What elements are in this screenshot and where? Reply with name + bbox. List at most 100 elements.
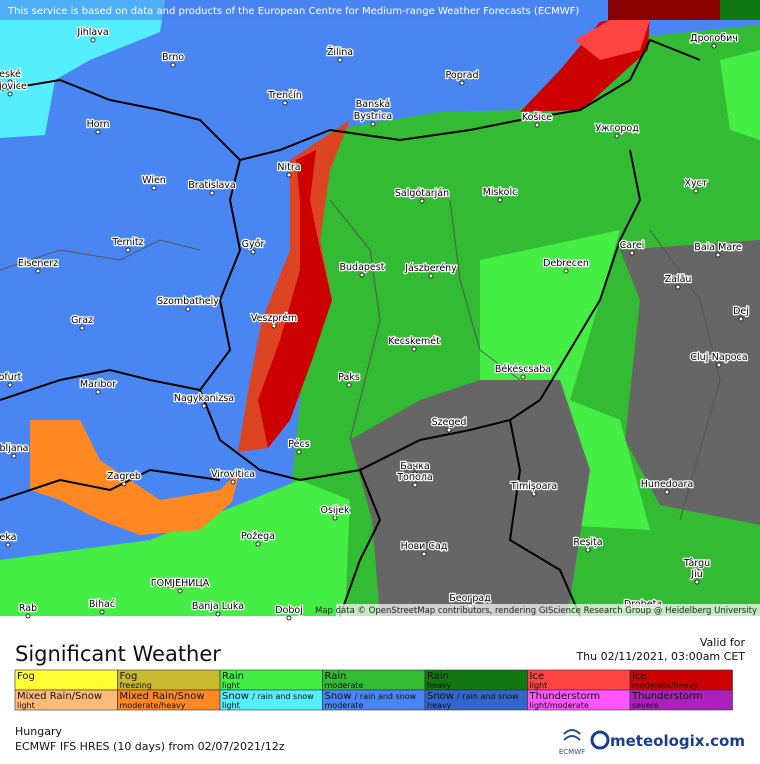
city-dot [7, 79, 13, 85]
legend-sublabel: moderate [325, 701, 364, 710]
city-dot [99, 609, 105, 615]
city-dot [428, 273, 434, 279]
brand[interactable]: meteologix.com [610, 732, 745, 750]
legend-sublabel: heavy [427, 701, 452, 710]
city-dot [715, 252, 721, 258]
valid-label: Valid for [700, 636, 746, 649]
city-label: Osijek [320, 505, 350, 516]
legend-label: Rain [325, 671, 347, 682]
city-label: Târgu [683, 558, 710, 569]
legend-sublabel: light [530, 681, 548, 690]
valid-time: Thu 02/11/2021, 03:00am CET [575, 650, 745, 663]
city-label: Топола [396, 472, 433, 483]
legend-sublabel: light [222, 701, 240, 710]
city-label: Jihlava [76, 27, 108, 38]
city-dot [711, 43, 717, 49]
city-dot [520, 374, 526, 380]
city-label: Hunedoara [641, 479, 693, 490]
city-label: Zagreb [107, 471, 141, 482]
city-dot [209, 190, 215, 196]
city-dot [250, 249, 256, 255]
city-dot [185, 306, 191, 312]
city-dot [337, 57, 343, 63]
city-label: ějovice [0, 81, 27, 92]
city-dot [121, 481, 127, 487]
city-label: ГОМЈЕНИЦА [151, 578, 210, 589]
city-label: Szombathely [157, 296, 219, 307]
city-label: Хуст [685, 178, 708, 189]
city-label: Salgótarján [395, 188, 449, 199]
city-label: Horn [87, 119, 110, 130]
city-label: Jiu [690, 569, 702, 580]
city-label: Дрогобич [690, 33, 738, 44]
legend-sublabel: moderate/heavy [120, 701, 186, 710]
city-dot [35, 268, 41, 274]
legend-title: Significant Weather [15, 642, 221, 666]
city-dot [282, 100, 288, 106]
legend-label: Rain [222, 671, 244, 682]
legend-label: Snow / rain and snow [222, 691, 314, 702]
city-dot [95, 129, 101, 135]
legend-sublabel: freezing [120, 681, 152, 690]
city-label: Zalău [665, 274, 692, 285]
city-label: Бачка [400, 461, 430, 472]
city-label: Graz [71, 315, 93, 326]
legend-label-extra: / rain and snow [355, 692, 417, 701]
legend-sublabel: light/moderate [530, 701, 589, 710]
city-label: Banská [356, 99, 390, 110]
city-dot [125, 247, 131, 253]
city-label: Dej [733, 306, 749, 317]
city-label: Bystrica [354, 111, 392, 122]
city-dot [446, 427, 452, 433]
city-label: Nagykanizsa [174, 393, 234, 404]
legend-label-extra: / rain and snow [457, 692, 519, 701]
city-dot [664, 489, 670, 495]
city-label: Cluj-Napoca [690, 352, 747, 363]
city-label: eka [0, 532, 17, 543]
city-label: Budapest [340, 262, 385, 273]
city-dot [497, 197, 503, 203]
city-dot [534, 122, 540, 128]
city-label: Košice [522, 112, 552, 123]
city-dot [346, 382, 352, 388]
city-dot [95, 389, 101, 395]
notice: This service is based on data and produc… [7, 6, 579, 17]
legend-label: Mixed Rain/Snow [17, 691, 102, 702]
city-dot [215, 611, 221, 617]
city-label: Carei [620, 240, 645, 251]
city-label: Banja Luka [192, 601, 244, 612]
city-dot [675, 284, 681, 290]
city-label: Győr [242, 239, 265, 250]
city-label: Brno [162, 52, 184, 63]
map [0, 0, 760, 617]
city-label: Bratislava [188, 180, 235, 191]
city-dot [370, 121, 376, 127]
city-dot [563, 268, 569, 274]
city-label: bljana [0, 443, 28, 454]
city-label: Szeged [432, 417, 467, 428]
city-label: Trenčín [267, 90, 302, 101]
city-label: Požega [241, 531, 275, 542]
city-dot [693, 188, 699, 194]
city-label: Eisenerz [18, 258, 58, 269]
city-dot [7, 91, 13, 97]
city-label: Jászberény [404, 263, 457, 274]
city-label: Žilina [327, 46, 353, 58]
model: ECMWF IFS HRES (10 days) from 02/07/2021… [15, 740, 285, 753]
city-label: Maribor [80, 379, 116, 390]
city-dot [255, 541, 261, 547]
city-dot [585, 547, 591, 553]
legend-sublabel: moderate [325, 681, 364, 690]
city-dot [629, 250, 635, 256]
city-dot [412, 471, 418, 477]
city-dot [177, 588, 183, 594]
attribution: Map data © OpenStreetMap contributors, r… [315, 606, 757, 616]
city-dot [614, 133, 620, 139]
city-dot [11, 453, 17, 459]
city-dot [694, 568, 700, 574]
city-label: Miskolc [483, 187, 518, 198]
city-dot [459, 80, 465, 86]
legend-sublabel: light [222, 681, 240, 690]
legend-label: Fog [17, 671, 35, 682]
city-label: Rab [19, 603, 37, 614]
